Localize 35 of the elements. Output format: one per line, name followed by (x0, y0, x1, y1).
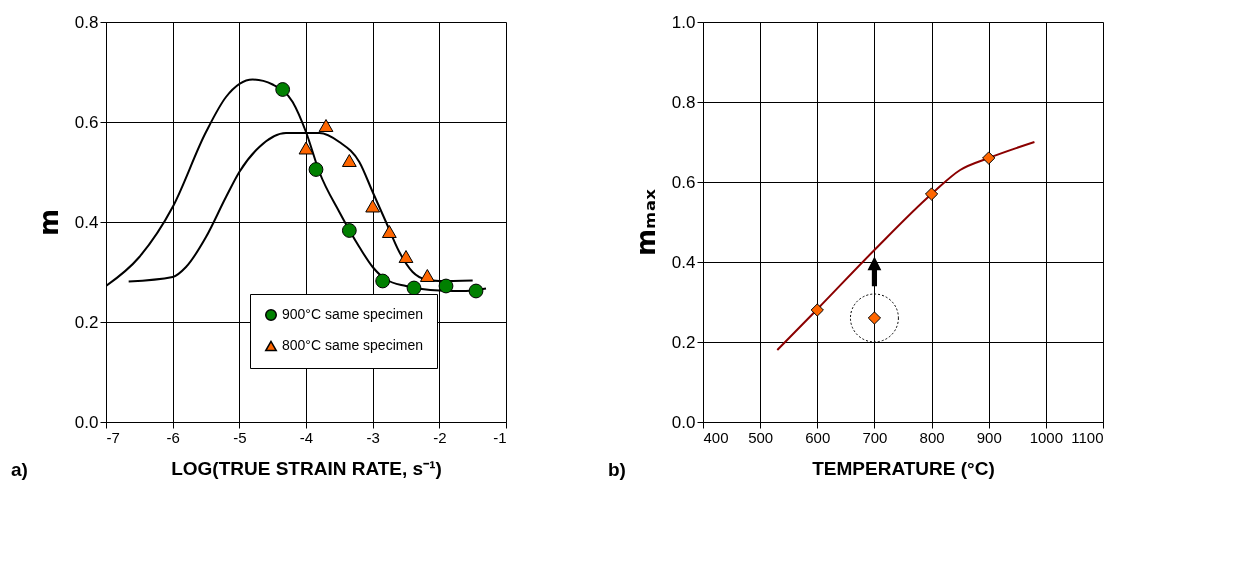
y-tick-label: 0.4 (74, 212, 99, 232)
x-tick-label: 500 (748, 428, 774, 446)
text: b) (608, 459, 626, 480)
x-tick-label: -2 (433, 428, 447, 446)
x-tick-label: -6 (166, 428, 180, 446)
x-axis-title: LOG(TRUE STRAIN RATE, s⁻¹) (171, 457, 442, 479)
text: a) (11, 459, 28, 480)
x-tick-label: -3 (366, 428, 380, 446)
y-tick-label: 0.4 (671, 252, 696, 272)
y-axis-title: m (33, 208, 64, 237)
y-axis-title: mₘₐₓ (630, 188, 661, 256)
legend-label: 800°C same specimen (282, 337, 423, 353)
y-tick-label: 0.0 (671, 412, 696, 432)
x-tick-label: -7 (106, 428, 120, 446)
y-tick-label: 0.6 (74, 112, 99, 132)
x-tick-label: 800 (919, 428, 945, 446)
y-tick-label: 0.6 (671, 172, 696, 192)
x-axis-title: TEMPERATURE (°C) (812, 457, 995, 479)
x-tick-label: 400 (703, 428, 729, 446)
x-tick-label: 1100 (1071, 428, 1104, 446)
x-tick-label: 600 (805, 428, 831, 446)
line-series (776, 141, 1036, 351)
legend-label: 900°C same specimen (282, 306, 423, 322)
y-tick-label: 0.8 (74, 12, 99, 32)
y-tick-label: 0.2 (671, 332, 696, 352)
x-tick-label: 900 (976, 428, 1002, 446)
x-tick-label: -5 (233, 428, 247, 446)
x-tick-label: 1000 (1029, 428, 1064, 446)
x-tick-label: -4 (299, 428, 314, 446)
x-tick-label: 700 (862, 428, 888, 446)
y-tick-label: 1.0 (671, 12, 696, 32)
y-tick-label: 0.8 (671, 92, 696, 112)
x-tick-label: -1 (493, 428, 507, 446)
y-tick-label: 0.2 (74, 312, 99, 332)
y-tick-label: 0.0 (74, 412, 99, 432)
